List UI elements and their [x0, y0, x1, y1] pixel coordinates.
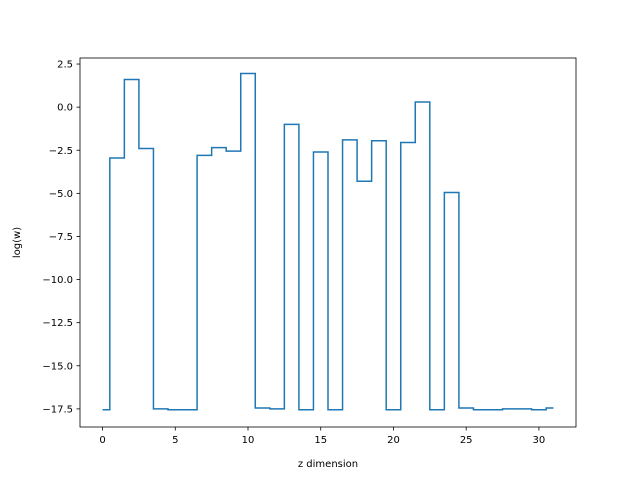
y-tick-label: −15.0	[42, 361, 73, 372]
y-tick-label: −10.0	[42, 275, 73, 286]
y-tick-label: −2.5	[49, 146, 73, 157]
y-tick-label: −12.5	[42, 318, 73, 329]
x-tick-label: 25	[460, 435, 473, 446]
y-tick-label: 0.0	[57, 103, 73, 114]
x-tick-label: 20	[387, 435, 400, 446]
x-tick-label: 0	[99, 435, 105, 446]
y-axis-ticks: 2.5 0.0 −2.5 −5.0 −7.5 −10.0 −12.5 −15.0 −17.5	[42, 60, 80, 415]
y-tick-label: −5.0	[49, 189, 73, 200]
y-tick-label: 2.5	[57, 60, 73, 71]
x-tick-label: 10	[242, 435, 255, 446]
y-tick-label: −17.5	[42, 404, 73, 415]
y-tick-label: −7.5	[49, 232, 73, 243]
y-axis-label: log(w)	[12, 227, 23, 258]
x-axis-label: z dimension	[298, 459, 358, 470]
x-tick-label: 15	[314, 435, 327, 446]
series-line	[102, 72, 554, 411]
x-tick-label: 5	[172, 435, 178, 446]
plot-frame	[79, 57, 577, 428]
x-tick-label: 30	[533, 435, 546, 446]
x-axis-ticks: 0 5 10 15 20 25 30	[99, 427, 545, 446]
